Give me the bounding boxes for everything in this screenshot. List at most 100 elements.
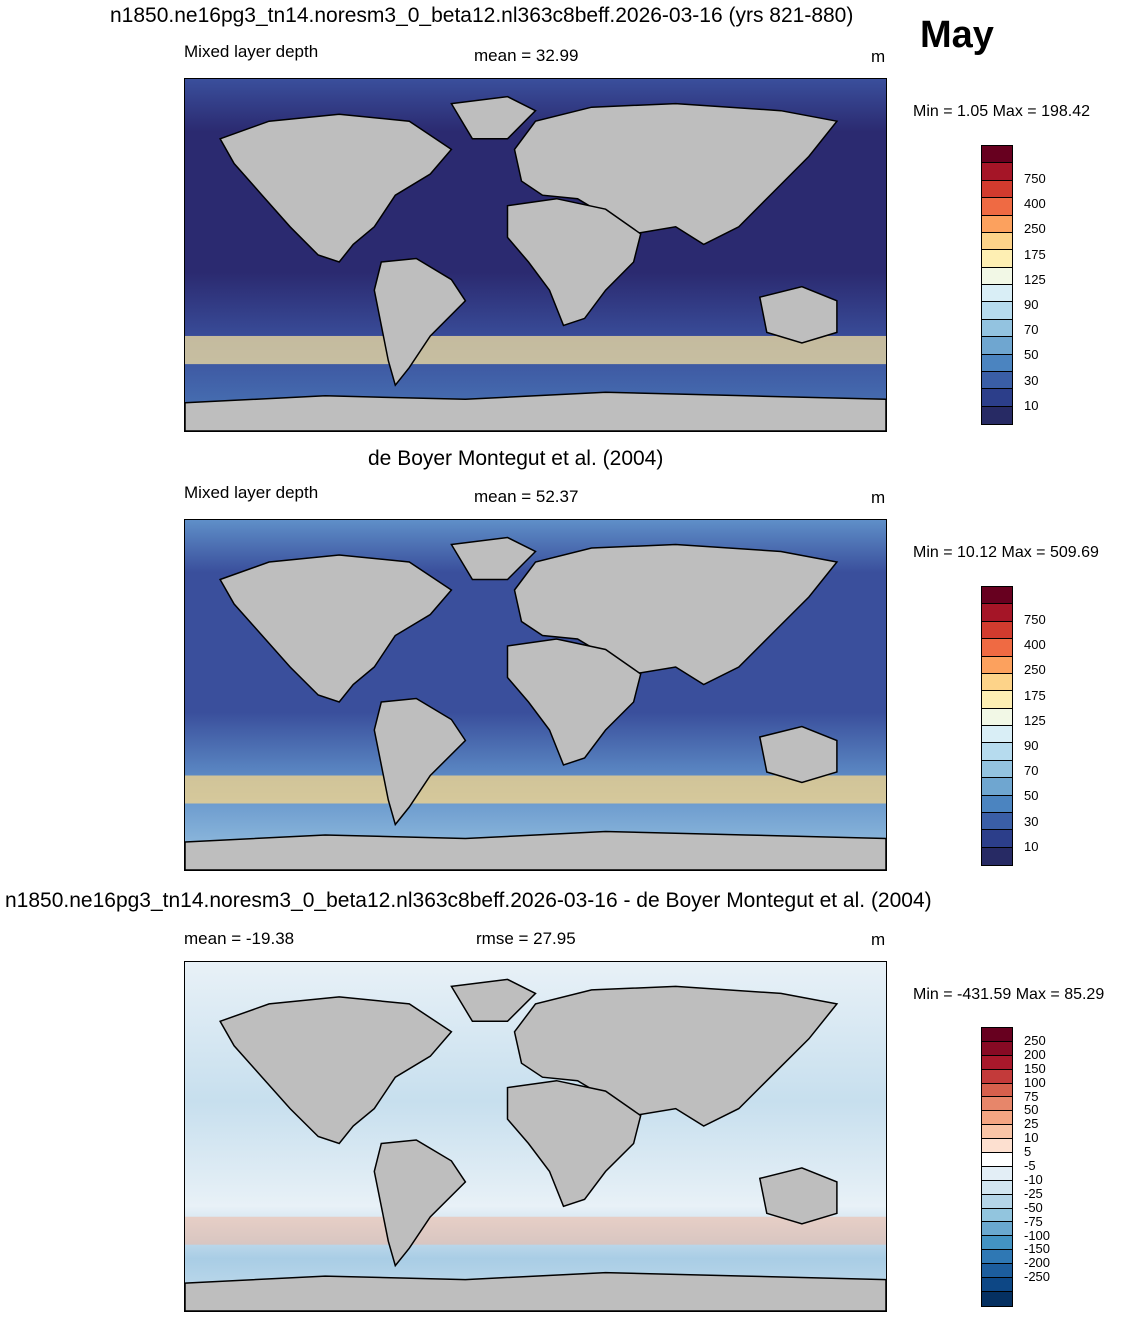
colorbar-swatch	[982, 708, 1012, 726]
colorbar-swatch	[982, 1153, 1012, 1167]
landmass-south-america	[373, 257, 467, 387]
panel2-variable-label: Mixed layer depth	[184, 483, 319, 502]
landmass-africa	[506, 638, 642, 766]
colorbar-swatch	[982, 354, 1012, 372]
landmass-antarctica	[185, 1271, 886, 1311]
panel3-rmse-label: rmse = 27.95	[476, 929, 576, 948]
colorbar-tick-label: 10	[1024, 838, 1039, 854]
colorbar-swatch	[982, 1111, 1012, 1126]
panel1-colorbar	[981, 145, 1013, 425]
colorbar-swatch	[982, 778, 1012, 796]
colorbar-swatch	[982, 163, 1012, 181]
panel1-variable-label: Mixed layer depth	[184, 42, 319, 61]
colorbar-swatch	[982, 285, 1012, 303]
landmass-north-america	[219, 554, 453, 703]
colorbar-tick-label: -75	[1024, 1213, 1043, 1229]
colorbar-swatch	[982, 215, 1012, 233]
colorbar-swatch	[982, 146, 1012, 164]
colorbar-tick-label: 150	[1024, 1060, 1046, 1076]
colorbar-swatch	[982, 656, 1012, 674]
colorbar-tick-label: 70	[1024, 322, 1039, 338]
colorbar-swatch	[982, 1236, 1012, 1251]
colorbar-swatch	[982, 232, 1012, 251]
colorbar-tick-label: 200	[1024, 1046, 1046, 1062]
colorbar-swatch	[982, 1125, 1012, 1140]
colorbar-swatch	[982, 198, 1012, 216]
panel1-minmax-label: Min = 1.05 Max = 198.42	[913, 103, 1090, 120]
colorbar-swatch	[982, 1278, 1012, 1292]
landmass-south-america	[373, 1139, 467, 1268]
colorbar-swatch	[982, 1028, 1012, 1042]
colorbar-tick-label: 90	[1024, 738, 1039, 754]
colorbar-swatch	[982, 760, 1012, 779]
colorbar-tick-label: 750	[1024, 612, 1046, 628]
colorbar-swatch	[982, 1194, 1012, 1209]
panel3-units-label: m	[871, 930, 886, 949]
colorbar-swatch	[982, 743, 1012, 761]
colorbar-tick-label: 175	[1024, 246, 1046, 262]
colorbar-tick-label: 125	[1024, 712, 1046, 728]
colorbar-tick-label: 5	[1024, 1144, 1032, 1160]
colorbar-swatch	[982, 1264, 1012, 1279]
colorbar-swatch	[982, 639, 1012, 657]
colorbar-tick-label: 30	[1024, 372, 1039, 388]
landmass-africa	[506, 197, 642, 327]
landmass-greenland	[450, 536, 537, 581]
landmass-africa	[506, 1079, 642, 1208]
colorbar-swatch	[982, 1139, 1012, 1154]
colorbar-tick-label: 400	[1024, 196, 1046, 212]
landmass-greenland	[450, 978, 537, 1023]
colorbar-tick-label: -25	[1024, 1185, 1043, 1201]
panel3-minmax-label: Min = -431.59 Max = 85.29	[913, 986, 1105, 1003]
colorbar-tick-label: 100	[1024, 1074, 1046, 1090]
colorbar-swatch	[982, 1291, 1012, 1306]
colorbar-tick-label: -100	[1024, 1227, 1051, 1243]
map-canvas	[185, 79, 886, 431]
map-canvas	[185, 520, 886, 870]
panel3-title: n1850.ne16pg3_tn14.noresm3_0_beta12.nl36…	[5, 889, 932, 912]
colorbar-swatch	[982, 691, 1012, 709]
colorbar-tick-label: -200	[1024, 1255, 1051, 1271]
colorbar-tick-label: 10	[1024, 1130, 1039, 1146]
colorbar-tick-label: 10	[1024, 397, 1039, 413]
landmass-greenland	[450, 95, 537, 140]
colorbar-tick-label: 90	[1024, 297, 1039, 313]
landmass-south-america	[373, 697, 467, 827]
landmass-australia	[758, 1167, 838, 1225]
colorbar-swatch	[982, 1222, 1012, 1237]
southern-ocean-band	[185, 335, 886, 365]
colorbar-tick-label: -250	[1024, 1269, 1051, 1285]
landmass-antarctica	[185, 830, 886, 870]
colorbar-swatch	[982, 267, 1012, 285]
colorbar-swatch	[982, 180, 1012, 199]
landmass-australia	[758, 725, 838, 784]
colorbar-swatch	[982, 1250, 1012, 1265]
colorbar-swatch	[982, 1166, 1012, 1181]
colorbar-swatch	[982, 587, 1012, 605]
colorbar-swatch	[982, 319, 1012, 338]
colorbar-swatch	[982, 250, 1012, 268]
colorbar-swatch	[982, 673, 1012, 692]
panel3-map	[184, 961, 887, 1312]
colorbar-swatch	[982, 389, 1012, 407]
landmass-north-america	[219, 113, 453, 263]
colorbar-swatch	[982, 1041, 1012, 1056]
colorbar-tick-label: 75	[1024, 1088, 1039, 1104]
colorbar-swatch	[982, 302, 1012, 320]
colorbar-tick-label: 250	[1024, 662, 1046, 678]
panel1-mean-label: mean = 32.99	[474, 46, 579, 65]
colorbar-tick-label: 250	[1024, 1032, 1046, 1048]
colorbar-swatch	[982, 1069, 1012, 1084]
colorbar-swatch	[982, 1208, 1012, 1223]
panel3-colorbar	[981, 1027, 1013, 1307]
colorbar-tick-label: -150	[1024, 1241, 1051, 1257]
page-title: n1850.ne16pg3_tn14.noresm3_0_beta12.nl36…	[110, 4, 854, 27]
colorbar-swatch	[982, 604, 1012, 622]
southern-ocean-band	[185, 775, 886, 804]
colorbar-tick-label: -5	[1024, 1158, 1036, 1173]
landmass-north-america	[219, 996, 453, 1145]
colorbar-tick-label: 175	[1024, 687, 1046, 703]
colorbar-tick-label: 50	[1024, 347, 1039, 363]
southern-ocean-band	[185, 1216, 886, 1245]
colorbar-swatch	[982, 406, 1012, 424]
